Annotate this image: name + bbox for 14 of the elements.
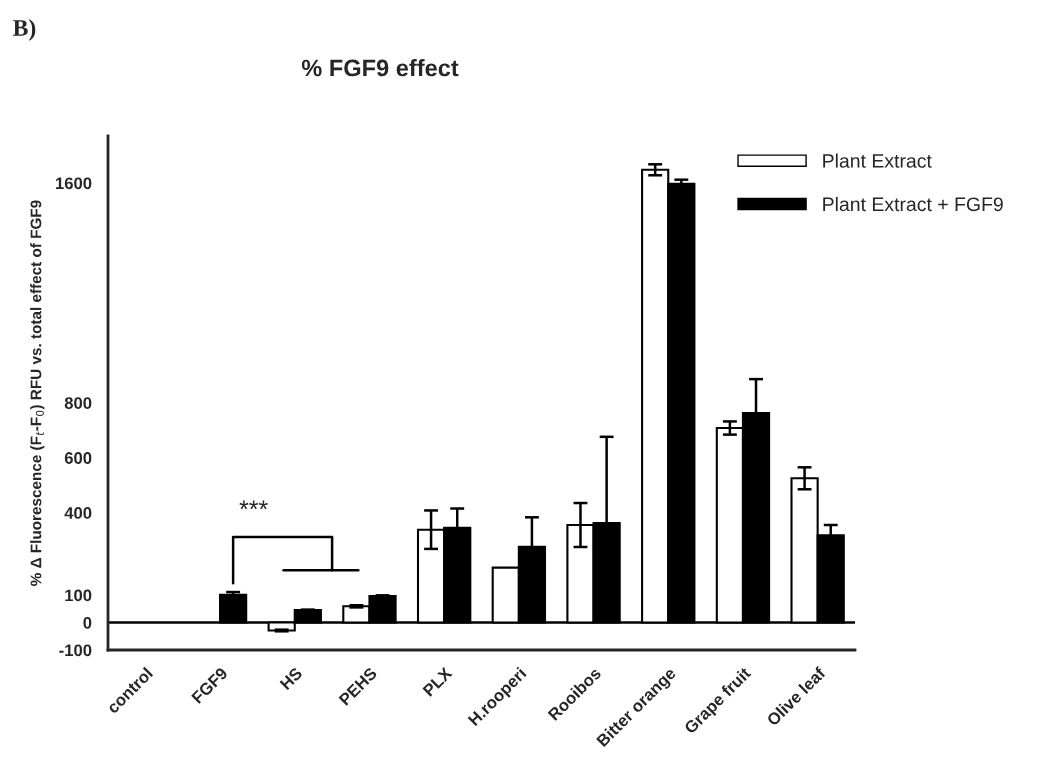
- y-tick-label: 100: [65, 589, 92, 602]
- y-tick-label: 800: [64, 397, 92, 409]
- y-axis-title: % Δ Fluorescence (F$_{t}$-F$_{0}$) RFU vs. total effect of FGF9: [30, 200, 45, 586]
- chart-title: % FGF9 effect: [301, 59, 459, 77]
- x-tick-label: HS: [279, 666, 303, 691]
- legend-label: Plant Extract + FGF9: [823, 196, 1003, 212]
- y-tick-label: 1600: [56, 177, 92, 190]
- text: B): [13, 19, 36, 41]
- legend-label: Plant Extract: [823, 153, 932, 168]
- y-tick-label: 0: [83, 616, 92, 629]
- y-tick-label: -100: [59, 644, 92, 657]
- y-tick-label: 400: [64, 507, 92, 519]
- y-tick-label: 600: [64, 452, 92, 464]
- annotation: ***: [239, 500, 268, 510]
